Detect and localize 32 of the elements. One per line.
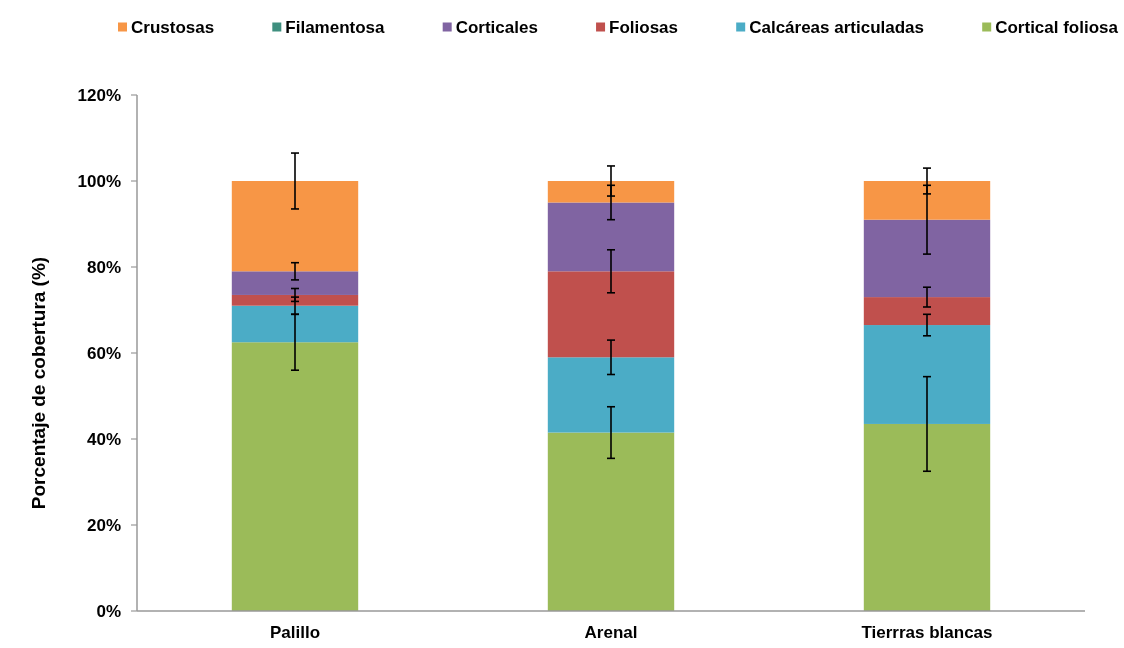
bar	[231, 294, 359, 306]
x-tick-label: Arenal	[584, 622, 638, 642]
bar	[863, 181, 991, 220]
bar	[231, 342, 359, 611]
bar	[547, 357, 675, 433]
y-tick-label: 120%	[77, 85, 121, 105]
y-tick-label: 20%	[86, 515, 121, 535]
legend-label: Crustosas	[131, 17, 215, 37]
legend-label: Corticales	[455, 17, 538, 37]
y-tick-label: 0%	[96, 601, 121, 621]
bar	[863, 423, 991, 611]
bar	[231, 181, 359, 272]
y-tick-label: 40%	[86, 429, 121, 449]
y-tick-label: 100%	[77, 171, 121, 191]
bar	[547, 202, 675, 272]
y-tick-label: 60%	[86, 343, 121, 363]
bar	[547, 271, 675, 358]
bar	[547, 181, 675, 203]
y-tick-label: 80%	[86, 257, 121, 277]
bar	[863, 219, 991, 298]
bar	[863, 297, 991, 326]
legend-label: Filamentosa	[285, 17, 386, 37]
bar	[231, 305, 359, 343]
x-tick-label: Palillo	[269, 622, 321, 642]
bar	[863, 325, 991, 424]
legend-label: Cortical foliosa	[995, 17, 1119, 37]
legend-label: Foliosas	[609, 17, 679, 37]
legend-label: Calcáreas articuladas	[749, 17, 925, 37]
y-axis-title: Porcentaje de cobertura (%)	[27, 256, 49, 510]
bar	[231, 271, 359, 295]
bar	[547, 432, 675, 611]
x-tick-label: Tierrras blancas	[861, 622, 993, 642]
